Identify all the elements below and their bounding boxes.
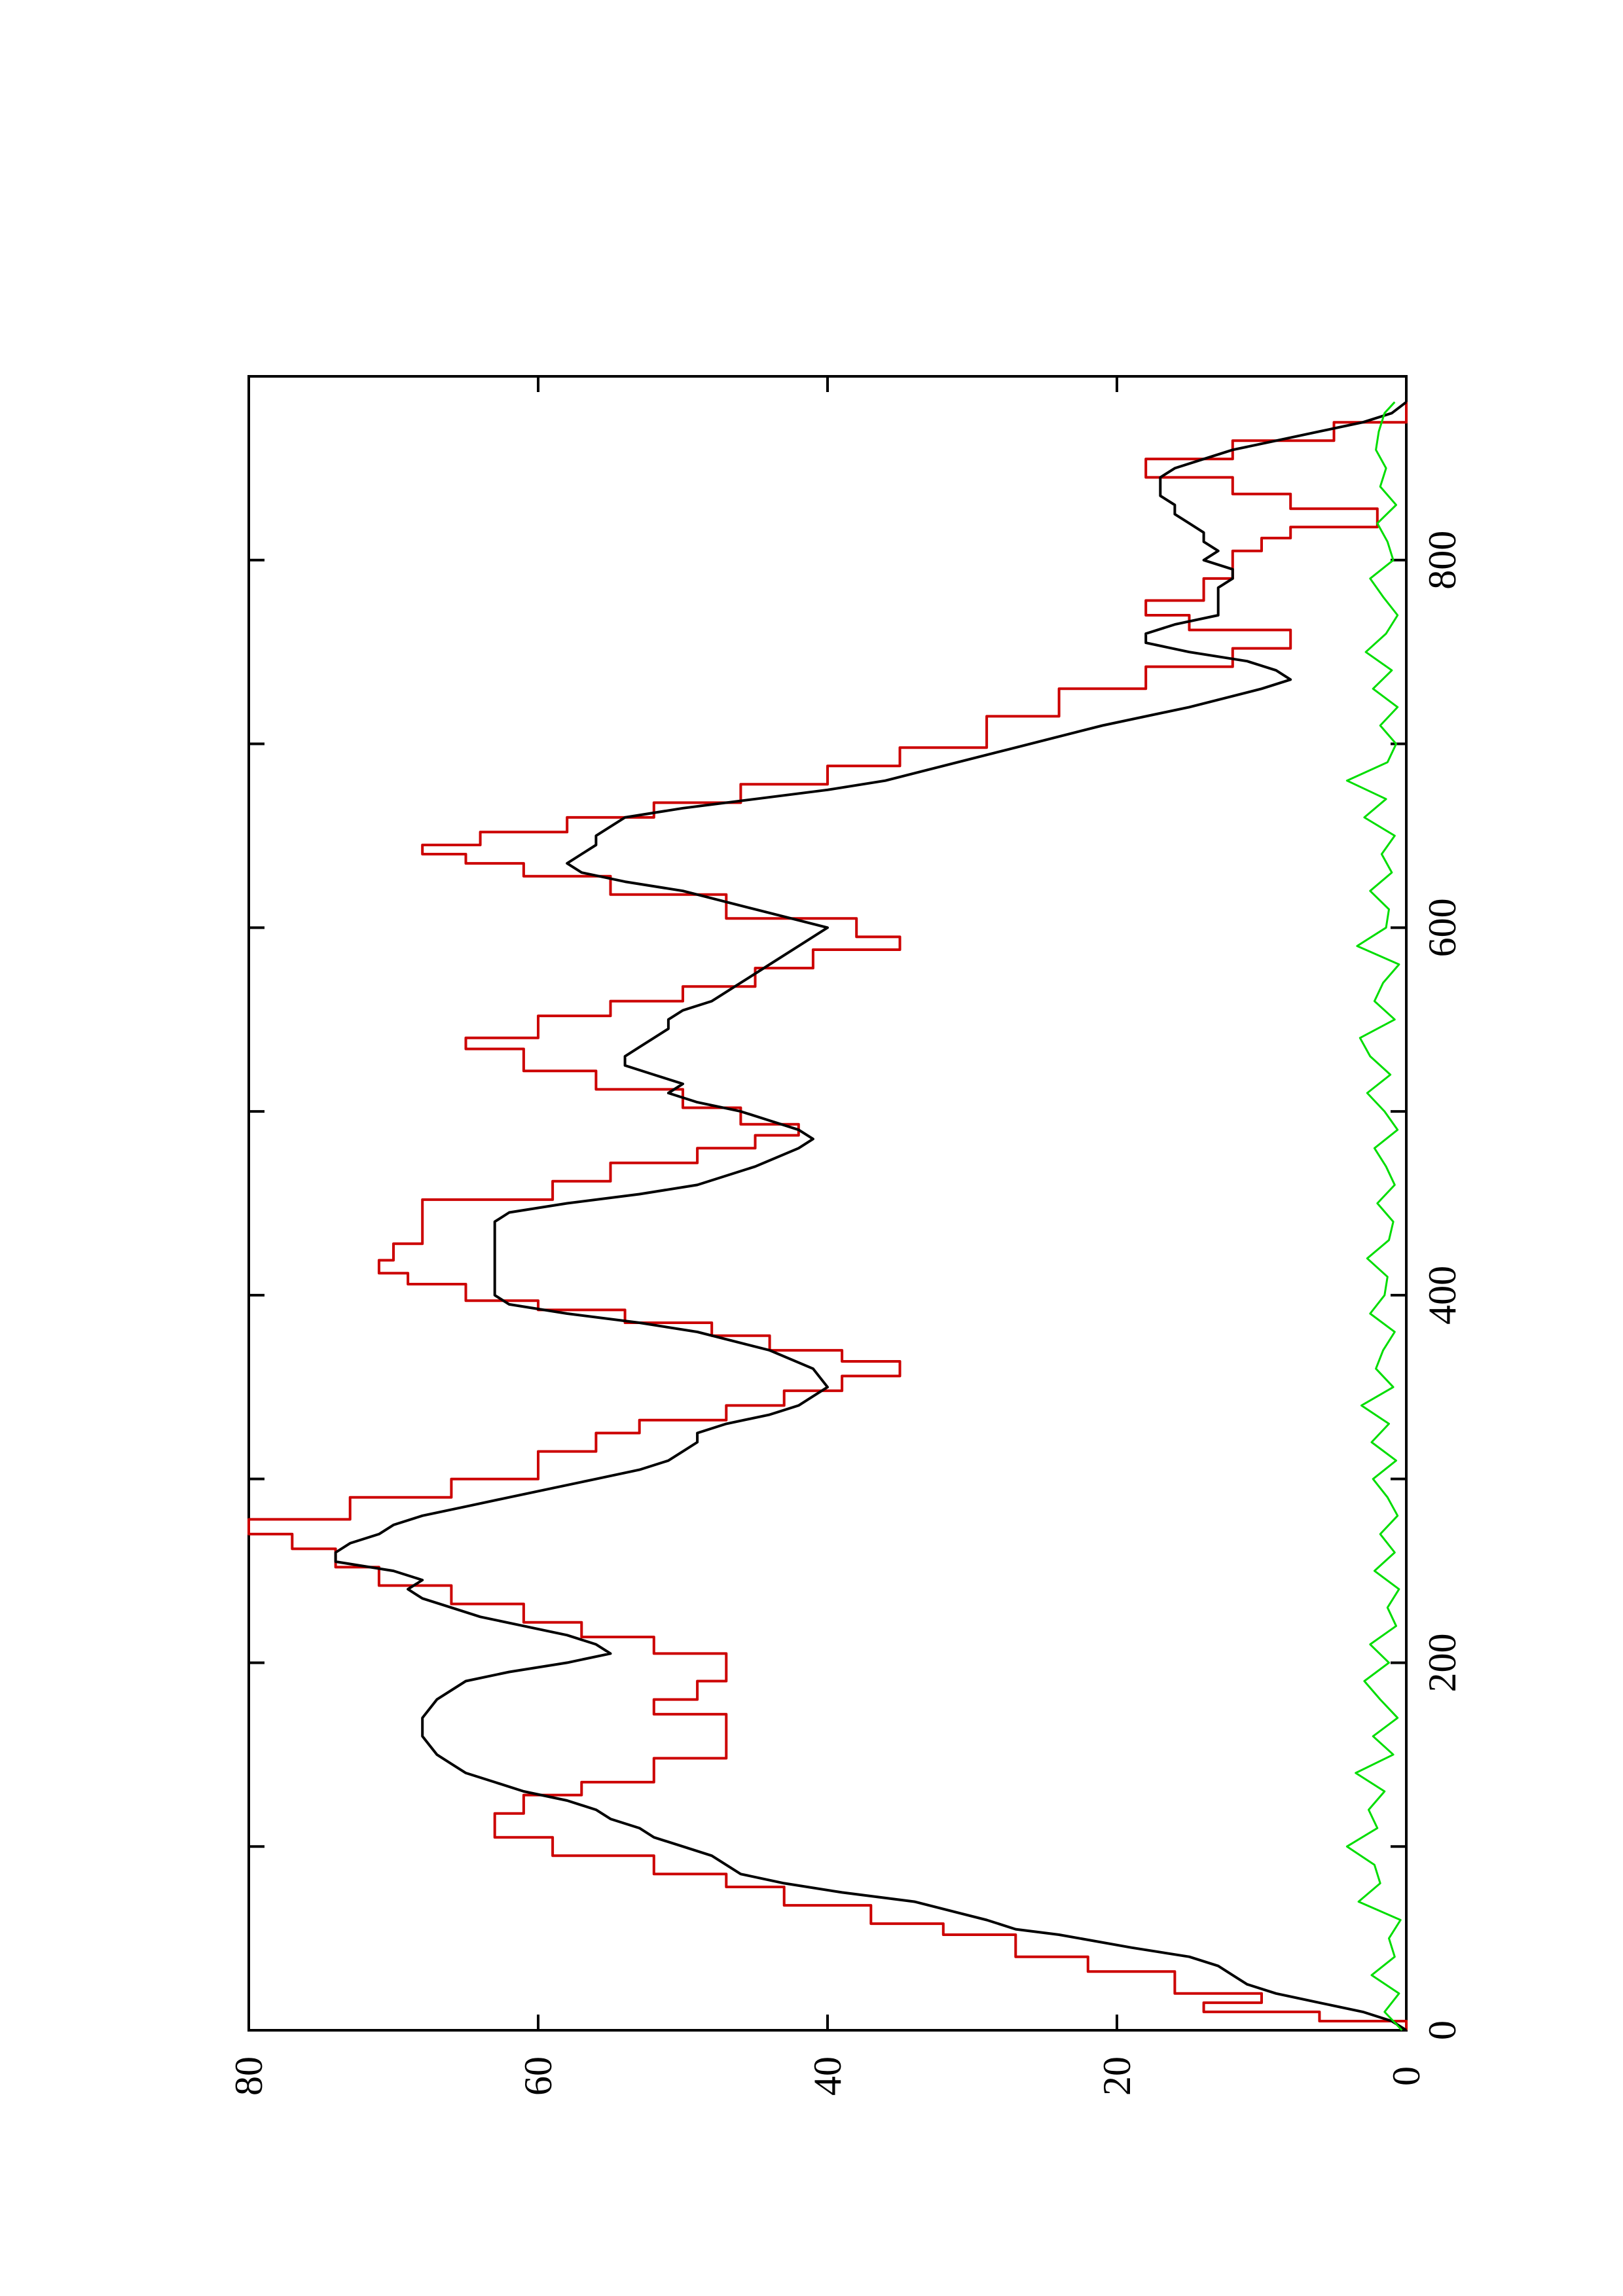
ticks-layer [247, 376, 1408, 2032]
y-tick-label-80: 80 [227, 2056, 270, 2096]
y-tick-label-60: 60 [517, 2056, 560, 2096]
series-layer [247, 401, 1408, 2032]
series-line-2 [1345, 401, 1403, 2032]
x-tick-label-400: 400 [1421, 1266, 1464, 1325]
x-tick-label-0: 0 [1421, 2020, 1464, 2040]
x-tick-label-800: 800 [1421, 531, 1464, 590]
y-tick-label-20: 20 [1095, 2056, 1139, 2096]
series-line-0 [247, 402, 1408, 2030]
x-tick-label-200: 200 [1421, 1633, 1464, 1692]
x-tick-label-600: 600 [1421, 898, 1464, 957]
series-line-1 [334, 401, 1408, 2032]
y-tick-label-40: 40 [806, 2056, 849, 2096]
y-tick-label-0: 0 [1385, 2066, 1428, 2086]
tick-labels: 0 200 400 600 800 0 20 40 60 80 [227, 531, 1464, 2096]
